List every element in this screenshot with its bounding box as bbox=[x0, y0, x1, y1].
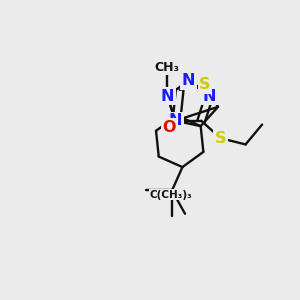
Text: N: N bbox=[169, 113, 182, 128]
Text: N: N bbox=[202, 88, 216, 104]
Text: S: S bbox=[215, 131, 226, 146]
Text: O: O bbox=[163, 120, 176, 135]
Text: S: S bbox=[199, 77, 211, 92]
Text: CH₃: CH₃ bbox=[155, 61, 180, 74]
Text: C(CH₃)₃: C(CH₃)₃ bbox=[149, 190, 192, 200]
Text: N: N bbox=[182, 73, 195, 88]
Text: N: N bbox=[160, 88, 174, 104]
